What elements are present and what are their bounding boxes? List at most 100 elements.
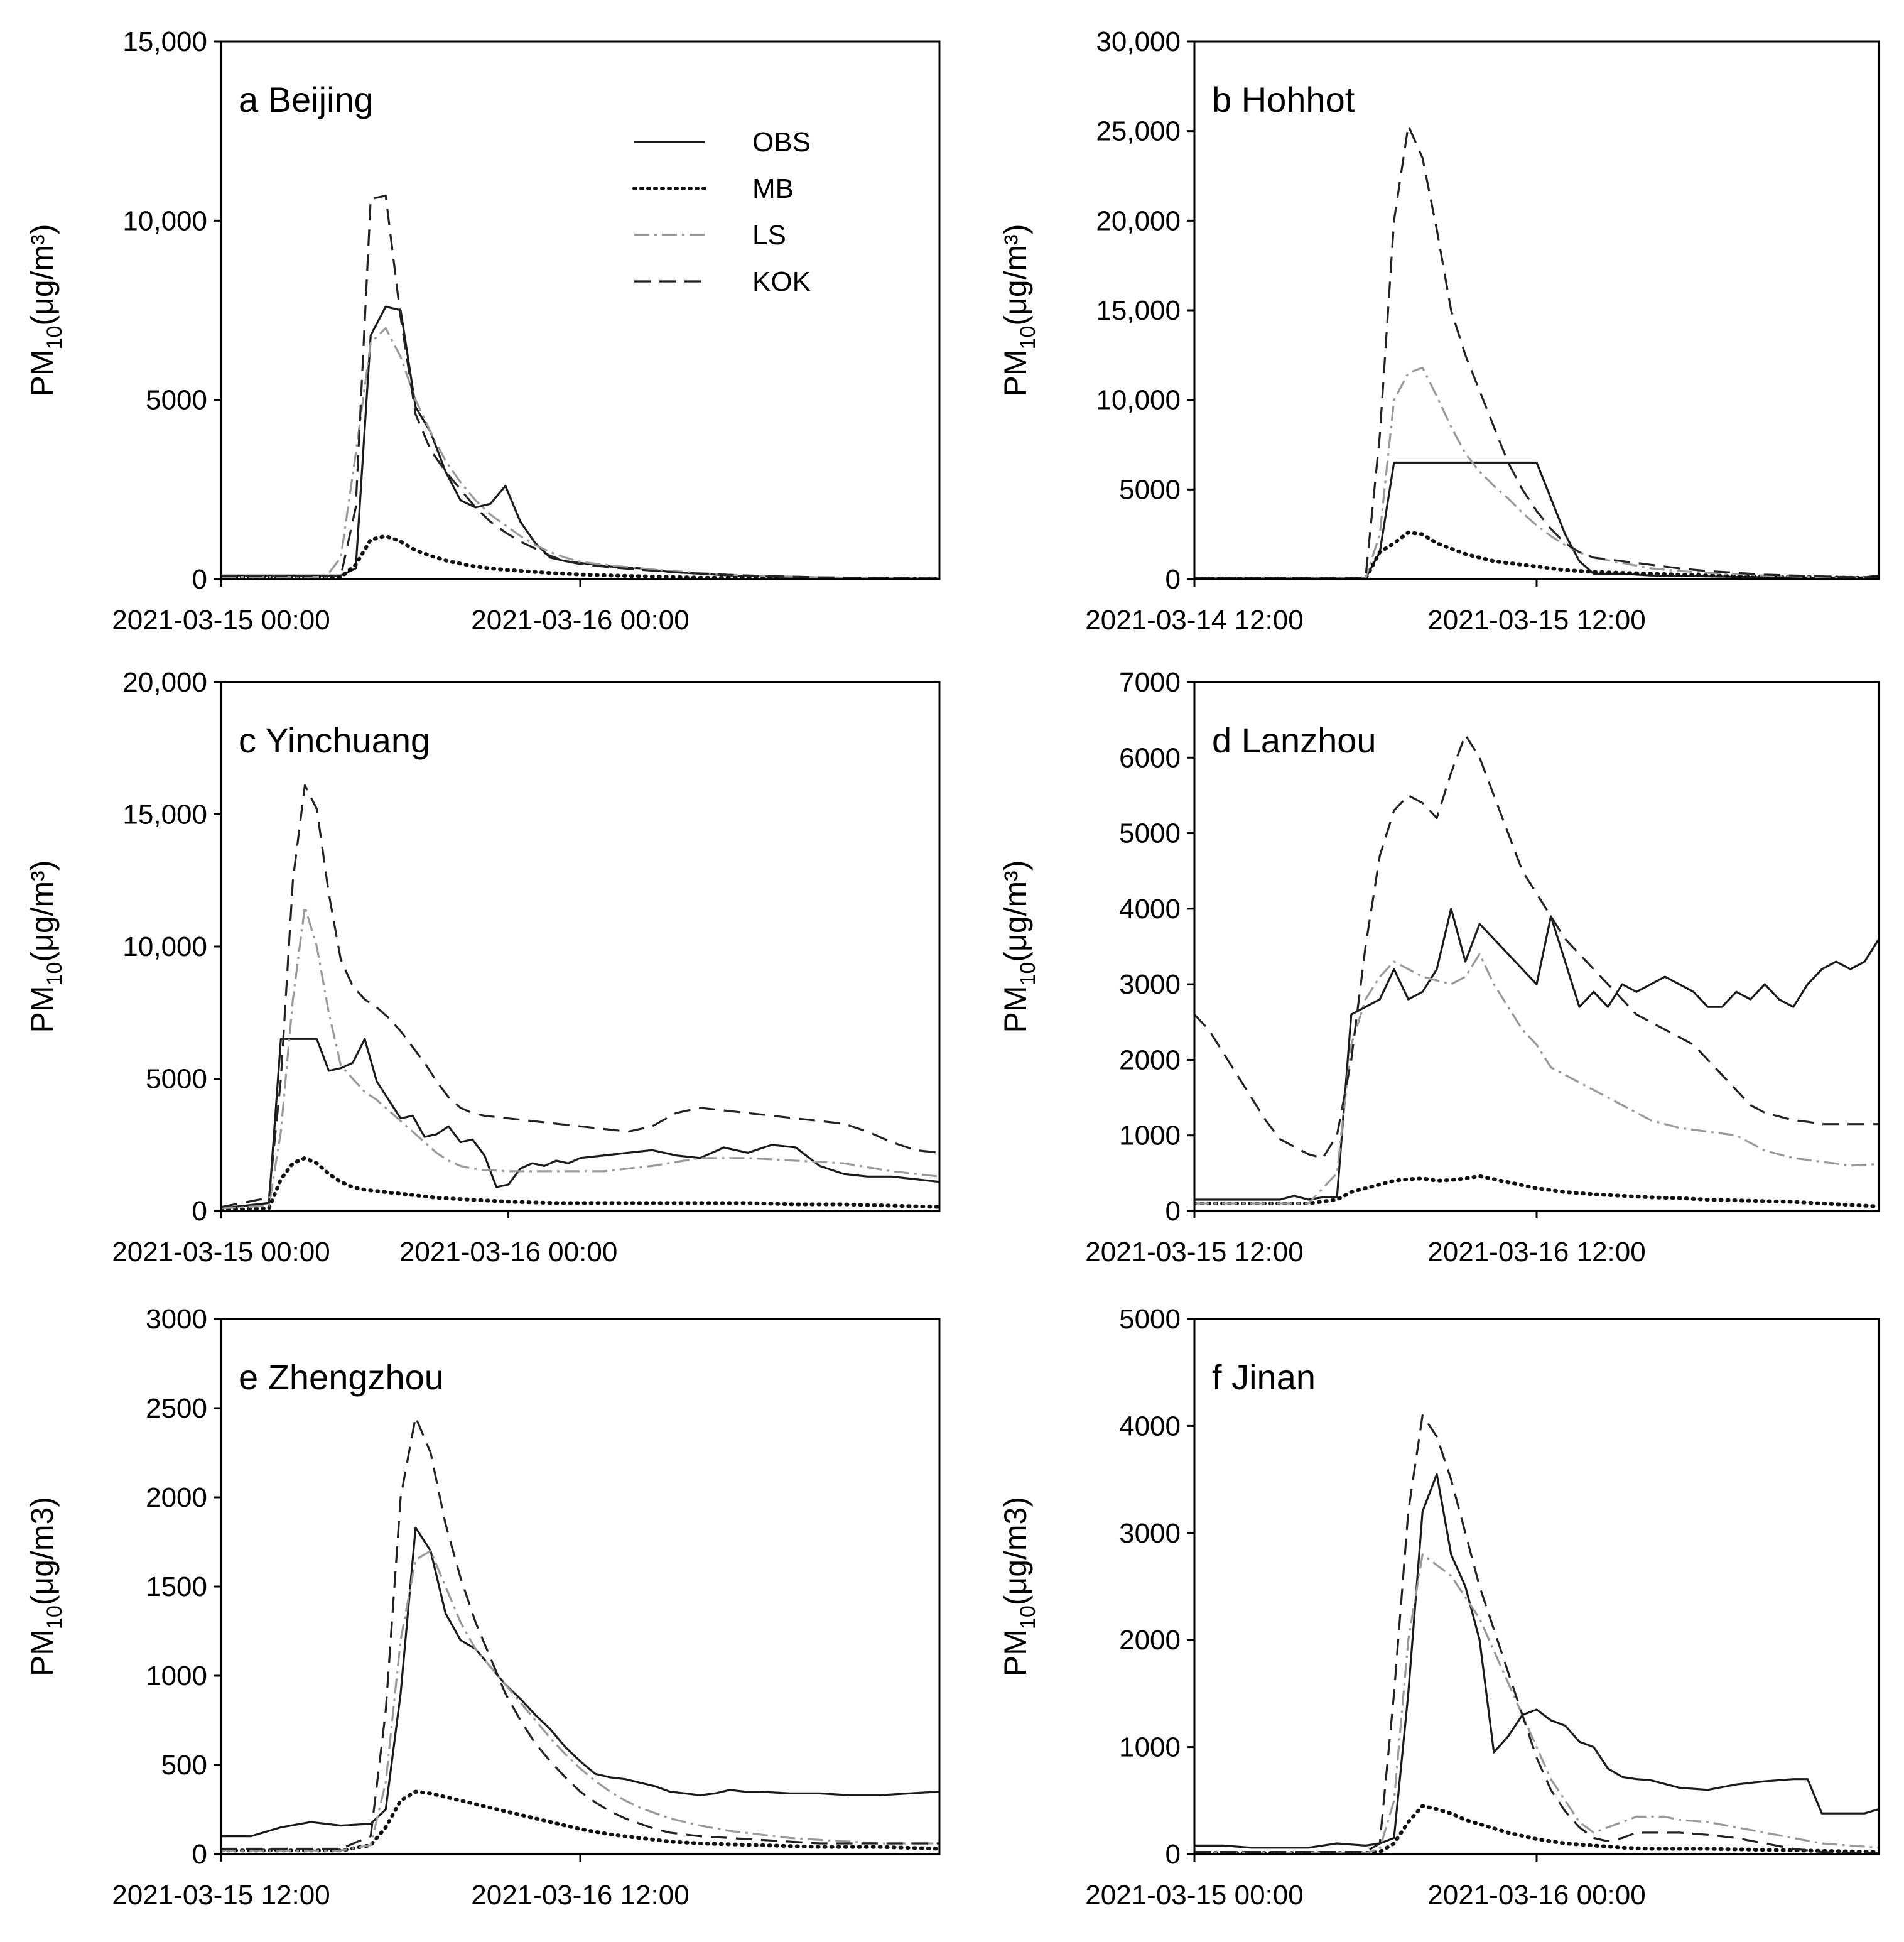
panel-title: b Hohhot: [1212, 80, 1355, 119]
series-line-kok: [221, 1416, 939, 1850]
y-tick-label: 3000: [146, 1304, 207, 1335]
series-line-obs: [1194, 461, 1879, 579]
y-axis-label: PM10(μg/m³): [998, 224, 1040, 397]
y-tick-label: 5000: [1119, 1304, 1181, 1335]
series-line-ls: [221, 906, 939, 1210]
y-tick-label: 10,000: [1096, 385, 1181, 416]
series-line-mb: [1194, 1804, 1879, 1854]
series-group: [221, 784, 939, 1211]
y-tick-label: 5000: [146, 1064, 207, 1095]
x-tick-label: 2021-03-16 12:00: [1427, 1237, 1645, 1267]
series-line-obs: [221, 1038, 939, 1210]
panel-c: 0 5000 10,000 15,000 20,000 2021-03-15 00:00 2…: [24, 667, 941, 1267]
y-tick-label: 4000: [1119, 1411, 1181, 1441]
x-tick-label: 2021-03-15 12:00: [1427, 605, 1645, 636]
series-line-kok: [1194, 124, 1879, 579]
series-group: [221, 194, 939, 579]
x-tick-label: 2021-03-15 12:00: [112, 1880, 330, 1911]
x-tick-label: 2021-03-14 12:00: [1085, 605, 1303, 636]
series-line-obs: [221, 1526, 939, 1838]
x-tick-label: 2021-03-15 00:00: [112, 605, 330, 636]
panel-title: c Yinchuang: [239, 720, 430, 760]
series-line-ls: [1194, 953, 1879, 1205]
series-line-kok: [1194, 1414, 1879, 1854]
legend-label-obs: OBS: [752, 127, 811, 158]
legend-label-mb: MB: [752, 173, 794, 204]
plot-frame: [1193, 681, 1880, 1212]
panel-title: a Beijing: [239, 80, 374, 119]
y-tick-label: 20,000: [1096, 205, 1181, 236]
plot-frame: [220, 1318, 941, 1855]
series-line-ls: [1194, 1553, 1879, 1854]
panel-f: 0 1000 2000 3000 4000 5000 2021-03-15 00:00 202…: [998, 1304, 1880, 1911]
y-tick-label: 2000: [1119, 1625, 1181, 1656]
y-tick-label: 3000: [1119, 1518, 1181, 1549]
plot-frame: [1193, 40, 1880, 580]
y-tick-label: 0: [192, 1839, 207, 1870]
series-line-kok: [221, 784, 939, 1208]
plot-frame: [220, 681, 941, 1212]
x-tick-label: 2021-03-16 00:00: [471, 605, 689, 636]
series-group: [1194, 734, 1879, 1208]
y-tick-label: 4000: [1119, 894, 1181, 925]
y-tick-label: 1000: [146, 1661, 207, 1691]
panel-a: 0 5000 10,000 15,000 2021-03-15 00:00 2021-03…: [24, 26, 941, 636]
x-tick-label: 2021-03-16 00:00: [1427, 1880, 1645, 1911]
y-tick-label: 1500: [146, 1571, 207, 1602]
panel-d: 0 1000 2000 3000 4000 5000 6000 7000 2021-03-15 …: [998, 667, 1880, 1267]
x-tick-label: 2021-03-16 12:00: [471, 1880, 689, 1911]
y-tick-label: 5000: [1119, 818, 1181, 849]
y-tick-label: 1000: [1119, 1120, 1181, 1151]
y-tick-label: 7000: [1119, 667, 1181, 698]
y-axis-label: PM10(μg/m³): [998, 860, 1040, 1033]
plot-frame: [1193, 1318, 1880, 1855]
y-axis-label: PM10(μg/m3): [24, 1497, 67, 1676]
y-axis-label: PM10(μg/m3): [998, 1497, 1040, 1676]
y-tick-label: 5000: [146, 385, 207, 416]
plot-frame: [220, 40, 941, 580]
series-line-mb: [1194, 1174, 1879, 1208]
y-tick-label: 30,000: [1096, 26, 1181, 57]
panel-title: e Zhengzhou: [239, 1357, 444, 1397]
y-tick-label: 20,000: [122, 667, 207, 698]
series-line-mb: [221, 534, 939, 579]
y-tick-label: 2500: [146, 1393, 207, 1424]
y-tick-label: 10,000: [122, 205, 207, 236]
y-tick-label: 3000: [1119, 969, 1181, 1000]
series-line-mb: [221, 1156, 939, 1211]
y-tick-label: 500: [161, 1750, 207, 1781]
series-group: [1194, 124, 1879, 579]
y-tick-label: 5000: [1119, 474, 1181, 505]
y-tick-label: 0: [192, 1196, 207, 1227]
y-tick-label: 0: [192, 564, 207, 595]
series-line-mb: [221, 1789, 939, 1853]
y-tick-label: 2000: [146, 1482, 207, 1513]
legend: OBS MB LS KOK: [632, 127, 811, 297]
panel-title: f Jinan: [1212, 1357, 1316, 1397]
series-line-mb: [1194, 530, 1879, 579]
legend-label-kok: KOK: [752, 266, 811, 297]
y-tick-label: 15,000: [122, 800, 207, 830]
y-tick-label: 10,000: [122, 931, 207, 962]
panel-title: d Lanzhou: [1212, 720, 1377, 760]
y-tick-label: 6000: [1119, 742, 1181, 773]
legend-label-ls: LS: [752, 220, 786, 251]
y-tick-label: 1000: [1119, 1732, 1181, 1763]
series-line-obs: [1194, 1473, 1879, 1849]
series-line-ls: [221, 1549, 939, 1852]
y-axis-label: PM10(μg/m³): [24, 224, 67, 397]
x-tick-label: 2021-03-15 00:00: [112, 1237, 330, 1267]
y-axis-label: PM10(μg/m³): [24, 860, 67, 1033]
x-tick-label: 2021-03-15 00:00: [1085, 1880, 1303, 1911]
y-tick-label: 2000: [1119, 1044, 1181, 1075]
y-tick-label: 0: [1166, 564, 1181, 595]
series-line-obs: [221, 305, 939, 579]
x-tick-label: 2021-03-16 00:00: [399, 1237, 617, 1267]
panel-b: 0 5000 10,000 15,000 20,000 25,000 30,000 2021-…: [998, 26, 1880, 636]
series-group: [1194, 1414, 1879, 1854]
series-line-kok: [1194, 734, 1879, 1159]
y-tick-label: 25,000: [1096, 116, 1181, 147]
x-tick-label: 2021-03-15 12:00: [1085, 1237, 1303, 1267]
series-line-obs: [1194, 908, 1879, 1201]
